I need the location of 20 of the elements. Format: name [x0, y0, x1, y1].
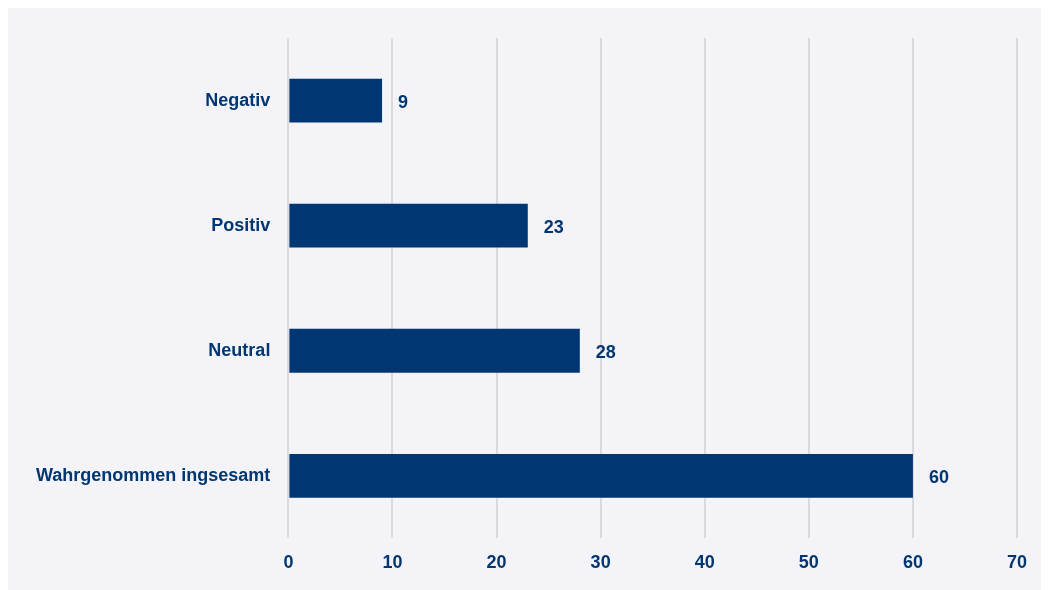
x-tick-label: 60: [902, 552, 923, 573]
x-tick-label: 30: [590, 552, 611, 573]
x-tick-label: 20: [486, 552, 507, 573]
bar: [289, 328, 580, 373]
y-tick-label: Neutral: [208, 339, 271, 360]
x-tick-label: 10: [382, 552, 403, 573]
bar: [289, 78, 383, 123]
y-tick-label: Wahrgenommen ingsesamt: [35, 464, 271, 485]
x-tick-label: 70: [1006, 552, 1027, 573]
y-tick-label: Negativ: [205, 89, 271, 110]
data-label: 28: [595, 341, 616, 362]
data-label: 23: [543, 216, 564, 237]
y-tick-label: Positiv: [211, 214, 271, 235]
bar: [289, 453, 913, 498]
x-tick-label: 50: [798, 552, 819, 573]
data-label: 9: [398, 91, 409, 112]
x-tick-label: 40: [694, 552, 715, 573]
x-tick-label: 0: [283, 552, 294, 573]
bar: [289, 203, 528, 248]
data-label: 60: [928, 466, 949, 487]
